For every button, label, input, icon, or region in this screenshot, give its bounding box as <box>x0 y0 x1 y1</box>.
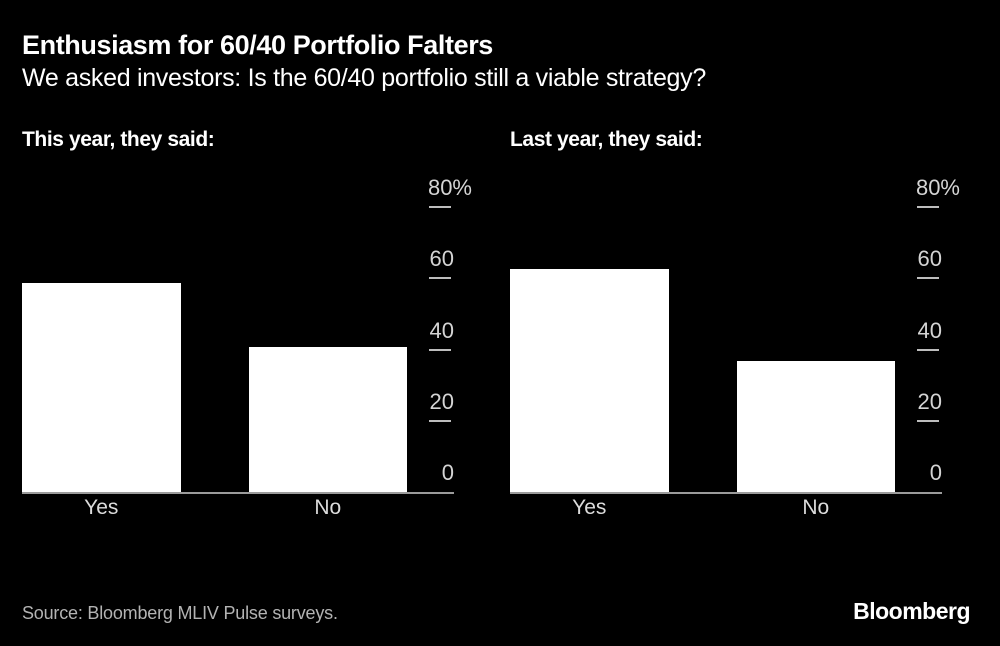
y-tick-mark <box>429 277 451 280</box>
y-tick-mark <box>917 277 939 280</box>
y-tick-mark <box>917 206 939 209</box>
panel-this-year: This year, they said: Yes No 80% 60 40 20 0 <box>22 0 497 646</box>
source-note: Source: Bloomberg MLIV Pulse surveys. <box>22 603 338 623</box>
y-tick-label: 0 <box>929 460 942 485</box>
y-tick-label: 40 <box>917 317 942 343</box>
x-axis-line <box>22 492 454 494</box>
y-tick-label: 20 <box>429 388 454 414</box>
y-tick-label: 60 <box>429 246 454 272</box>
bar-yes <box>22 282 181 493</box>
category-label: No <box>802 496 830 519</box>
y-tick-mark <box>917 419 939 422</box>
y-tick-mark <box>429 348 451 351</box>
bloomberg-logo: Bloomberg <box>853 598 970 624</box>
y-tick-label: 60 <box>917 246 942 272</box>
bar-no <box>248 347 407 493</box>
y-tick-mark <box>917 348 939 351</box>
panel-last-year: Last year, they said: Yes No 80% 60 40 20 0 <box>510 0 985 646</box>
bar-yes <box>510 268 669 493</box>
panel-heading-this-year: This year, they said: <box>22 128 215 151</box>
y-tick-label: 80% <box>915 175 960 201</box>
panel-heading-last-year: Last year, they said: <box>510 128 703 151</box>
y-tick-mark <box>429 206 451 209</box>
y-tick-label: 80% <box>427 175 472 201</box>
x-axis-line <box>510 492 942 494</box>
category-label: No <box>314 496 342 519</box>
category-label: Yes <box>572 496 607 519</box>
y-tick-label: 20 <box>917 388 942 414</box>
bar-no <box>736 361 895 493</box>
y-tick-label: 0 <box>441 460 454 485</box>
y-tick-mark <box>429 419 451 422</box>
chart-title: Enthusiasm for 60/40 Portfolio Falters <box>22 30 493 60</box>
chart-subtitle: We asked investors: Is the 60/40 portfol… <box>22 64 706 92</box>
y-tick-label: 40 <box>429 317 454 343</box>
category-label: Yes <box>84 496 119 519</box>
